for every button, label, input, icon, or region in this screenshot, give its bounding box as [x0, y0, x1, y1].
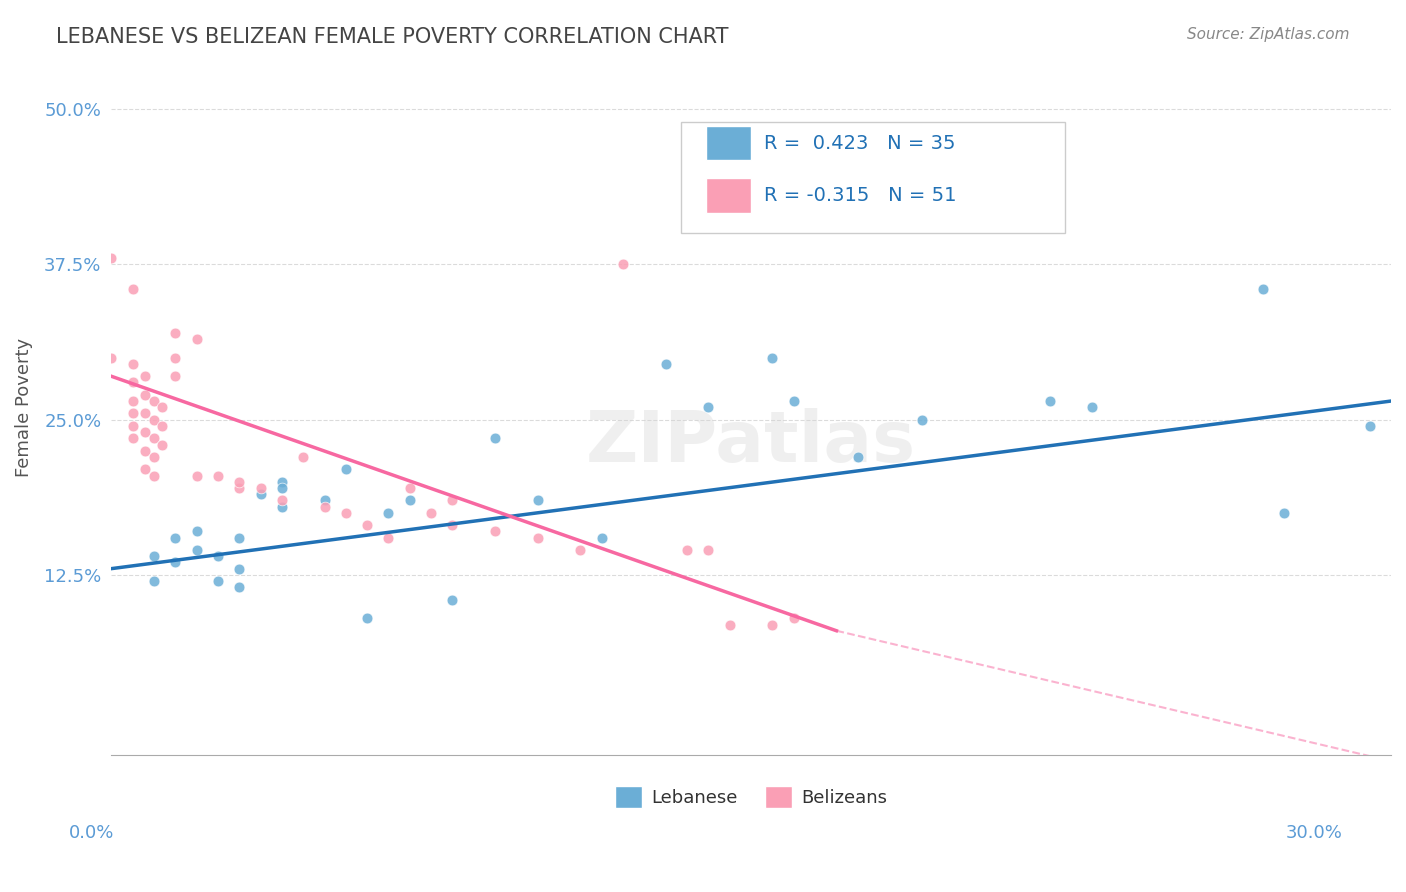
- Point: [165, 326, 187, 340]
- Point: [377, 506, 399, 520]
- Point: [100, 351, 122, 365]
- Point: [398, 493, 420, 508]
- Point: [134, 425, 156, 439]
- Text: 30.0%: 30.0%: [1286, 824, 1343, 842]
- Point: [846, 450, 869, 464]
- Point: [186, 332, 208, 346]
- Text: R =  0.423   N = 35: R = 0.423 N = 35: [763, 134, 956, 153]
- Point: [569, 543, 592, 558]
- Point: [142, 394, 165, 409]
- Point: [761, 351, 783, 365]
- Point: [697, 401, 720, 415]
- Point: [377, 531, 399, 545]
- Text: Source: ZipAtlas.com: Source: ZipAtlas.com: [1187, 27, 1350, 42]
- FancyBboxPatch shape: [706, 126, 751, 161]
- Point: [165, 531, 187, 545]
- FancyBboxPatch shape: [681, 122, 1064, 234]
- Point: [335, 506, 357, 520]
- Y-axis label: Female Poverty: Female Poverty: [15, 338, 32, 477]
- Point: [1251, 282, 1274, 296]
- Point: [228, 531, 250, 545]
- Point: [186, 543, 208, 558]
- Point: [527, 493, 550, 508]
- Point: [165, 351, 187, 365]
- Point: [207, 549, 229, 564]
- Point: [249, 481, 271, 495]
- Point: [152, 418, 174, 433]
- Point: [249, 487, 271, 501]
- Point: [228, 562, 250, 576]
- Point: [314, 500, 336, 514]
- Point: [356, 518, 378, 533]
- Point: [121, 407, 143, 421]
- Point: [134, 369, 156, 384]
- Point: [335, 462, 357, 476]
- Point: [612, 257, 634, 271]
- Point: [165, 556, 187, 570]
- Point: [270, 493, 292, 508]
- Point: [228, 475, 250, 489]
- Point: [676, 543, 699, 558]
- Point: [718, 617, 741, 632]
- Point: [186, 524, 208, 539]
- Point: [134, 388, 156, 402]
- Point: [441, 518, 464, 533]
- Point: [314, 493, 336, 508]
- Point: [142, 412, 165, 426]
- Text: LEBANESE VS BELIZEAN FEMALE POVERTY CORRELATION CHART: LEBANESE VS BELIZEAN FEMALE POVERTY CORR…: [56, 27, 728, 46]
- Point: [484, 524, 506, 539]
- Point: [121, 282, 143, 296]
- Point: [121, 431, 143, 445]
- Point: [270, 500, 292, 514]
- Point: [228, 481, 250, 495]
- Point: [134, 443, 156, 458]
- Text: ZIPatlas: ZIPatlas: [586, 408, 917, 476]
- Point: [1272, 506, 1295, 520]
- Point: [186, 468, 208, 483]
- Point: [142, 468, 165, 483]
- Legend: Lebanese, Belizeans: Lebanese, Belizeans: [607, 779, 894, 815]
- Point: [121, 357, 143, 371]
- Point: [121, 418, 143, 433]
- Point: [292, 450, 315, 464]
- Point: [697, 543, 720, 558]
- Point: [207, 574, 229, 588]
- Point: [152, 437, 174, 451]
- Text: R = -0.315   N = 51: R = -0.315 N = 51: [763, 186, 956, 204]
- Point: [591, 531, 613, 545]
- Point: [142, 450, 165, 464]
- Point: [121, 376, 143, 390]
- Point: [441, 493, 464, 508]
- Point: [1358, 418, 1381, 433]
- Point: [165, 369, 187, 384]
- Point: [356, 611, 378, 625]
- Point: [134, 407, 156, 421]
- Point: [142, 574, 165, 588]
- Point: [1039, 394, 1062, 409]
- Point: [484, 431, 506, 445]
- Point: [152, 401, 174, 415]
- Point: [121, 394, 143, 409]
- Point: [420, 506, 443, 520]
- Point: [134, 462, 156, 476]
- Point: [761, 617, 783, 632]
- Point: [783, 611, 806, 625]
- Point: [441, 592, 464, 607]
- Point: [911, 412, 934, 426]
- Point: [270, 475, 292, 489]
- Text: 0.0%: 0.0%: [69, 824, 114, 842]
- Point: [398, 481, 420, 495]
- Point: [270, 481, 292, 495]
- Point: [655, 357, 678, 371]
- Point: [207, 468, 229, 483]
- FancyBboxPatch shape: [706, 178, 751, 212]
- Point: [142, 431, 165, 445]
- Point: [783, 394, 806, 409]
- Point: [527, 531, 550, 545]
- Point: [1081, 401, 1104, 415]
- Point: [100, 252, 122, 266]
- Point: [228, 580, 250, 594]
- Point: [142, 549, 165, 564]
